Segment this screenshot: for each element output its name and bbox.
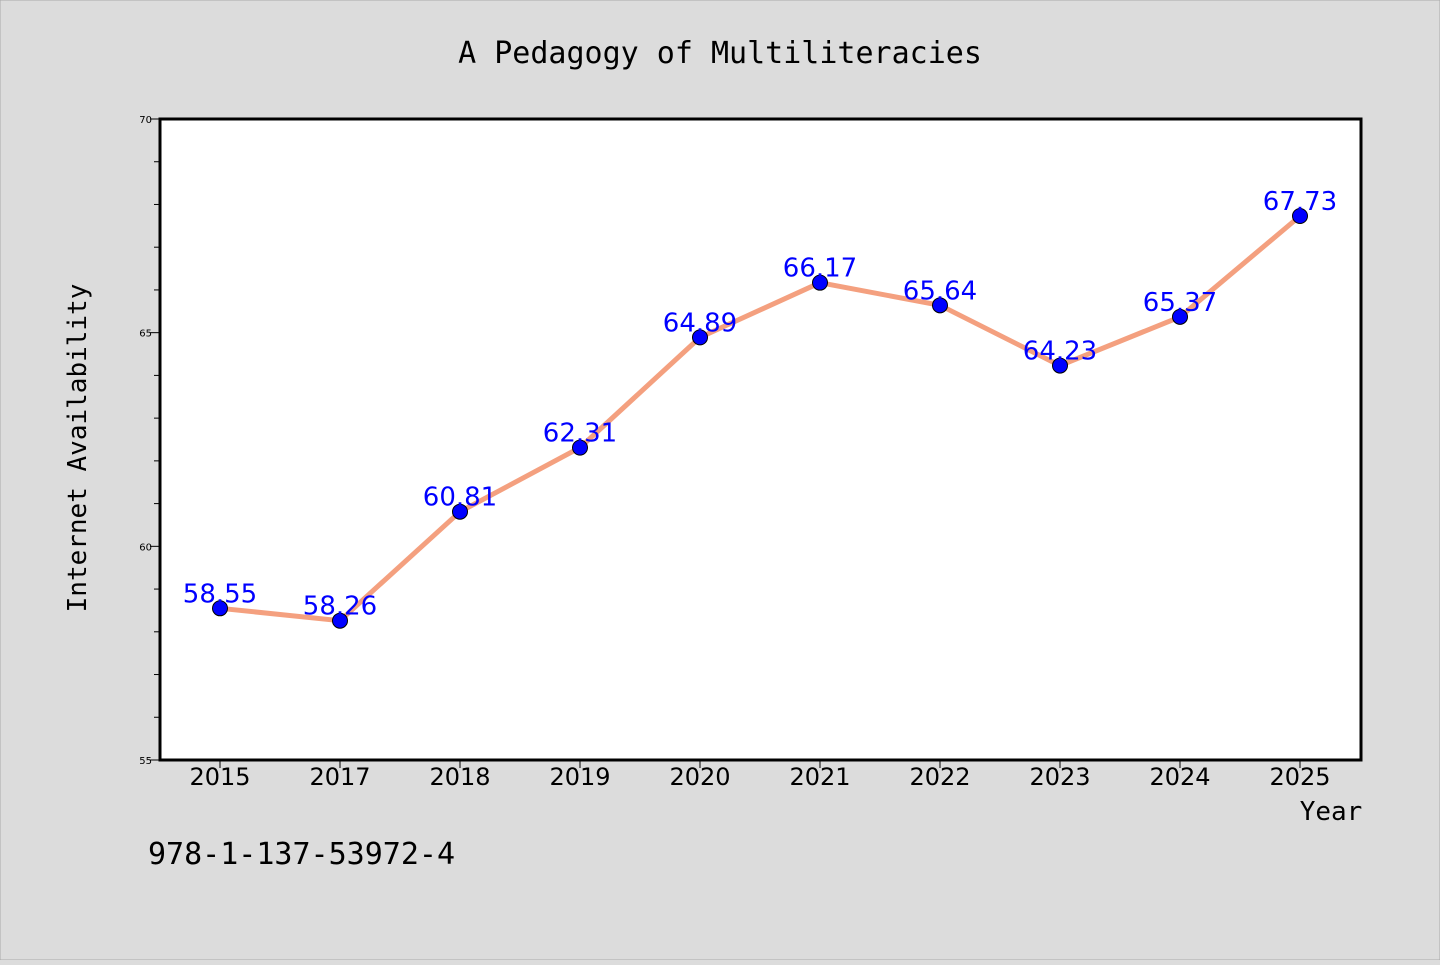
x-axis-label: Year [1300,797,1363,827]
data-point [932,297,948,314]
y-tick-label: 60 [139,542,152,553]
data-label: 58.26 [303,592,377,622]
chart-title: A Pedagogy of Multiliteracies [458,36,982,71]
x-tick-label: 2018 [429,763,490,791]
series-line [219,214,1302,624]
isbn-footer: 978-1-137-53972-4 [148,837,455,872]
x-tick-label: 2019 [549,763,610,791]
y-tick-label: 65 [139,329,152,340]
plot-area [160,119,1361,760]
y-tick-label: 55 [139,756,152,767]
x-tick-label: 2021 [789,763,850,791]
data-label: 66.17 [783,254,857,284]
data-label: 64.23 [1023,337,1097,367]
data-point [212,600,228,617]
data-label: 67.73 [1263,187,1337,217]
x-tick-label: 2022 [909,763,970,791]
data-label: 62.31 [543,419,617,449]
y-tick-label: 70 [139,115,152,126]
x-tick-label: 2023 [1029,763,1090,791]
series-markers [212,208,1308,629]
data-point [812,274,828,291]
data-point [332,612,348,629]
data-point [692,329,708,346]
data-label: 64.89 [663,308,737,338]
data-point [452,503,468,520]
data-point [1172,308,1188,325]
x-tick-label: 2015 [189,763,250,791]
data-point [572,439,588,456]
data-labels: 58.55 58.26 60.81 62.31 64.89 66.17 65.64 64.23… [183,187,1337,622]
x-tick-label: 2025 [1269,763,1330,791]
x-tick-label: 2020 [669,763,730,791]
x-tick-label: 2024 [1149,763,1210,791]
data-point [1292,208,1308,225]
data-label: 58.55 [183,579,257,609]
plot-frame [158,117,1363,762]
data-point [1052,357,1068,374]
y-axis-label: Internet Availability [63,284,93,613]
data-label: 65.37 [1143,288,1217,318]
x-tick-label: 2017 [309,763,370,791]
data-label: 60.81 [423,483,497,513]
data-label: 65.64 [903,276,977,306]
x-axis-ticks: 2015 2017 2018 2019 2020 2021 2022 2023 2024 2025 [189,760,1331,791]
